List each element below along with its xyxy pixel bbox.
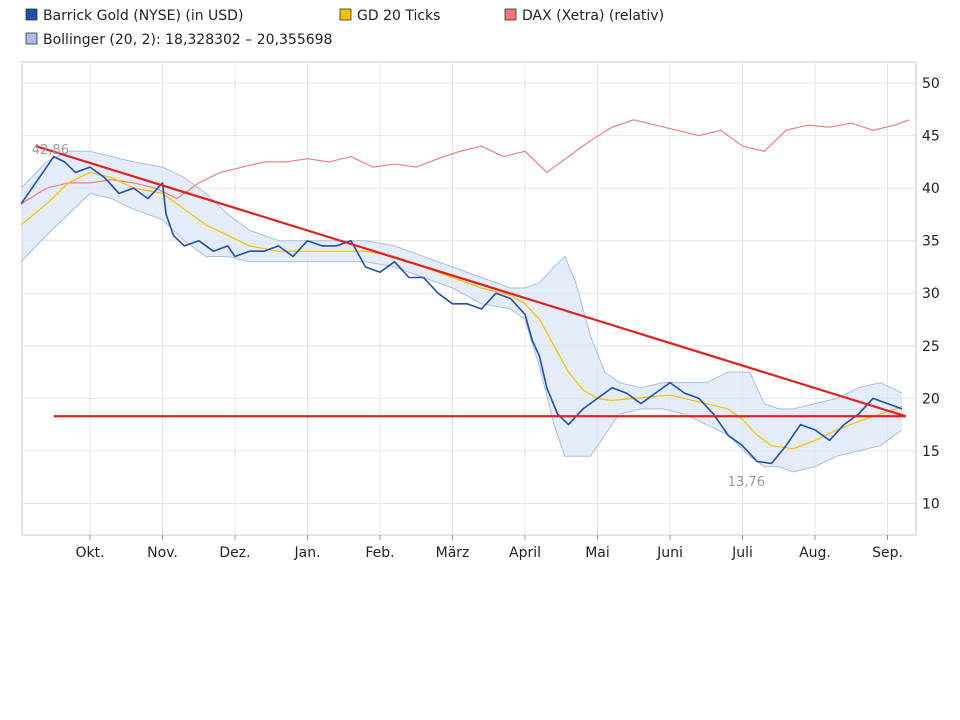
y-axis: 10 15 20 25 30 35 40 45 50 — [922, 76, 940, 512]
y-tick-label: 50 — [922, 76, 940, 92]
grid — [22, 62, 916, 535]
legend-label: Barrick Gold (NYSE) (in USD) — [43, 8, 243, 24]
legend-swatch — [504, 8, 517, 21]
legend-label: Bollinger (20, 2): 18,328302 – 20,355698 — [43, 32, 332, 48]
x-tick-label: Feb. — [365, 545, 394, 561]
dax-line — [20, 119, 910, 205]
x-tick-label: März — [436, 545, 470, 561]
x-tick-label: Juni — [656, 545, 683, 561]
y-tick-label: 25 — [922, 339, 940, 355]
series-lines — [20, 119, 910, 473]
x-tick-label: Mai — [585, 545, 610, 561]
x-tick-label: April — [509, 545, 541, 561]
x-tick-label: Nov. — [147, 545, 178, 561]
y-tick-label: 35 — [922, 234, 940, 250]
barrick-gold-line — [20, 155, 903, 465]
legend-swatch — [339, 8, 352, 21]
value-annotation: 13,76 — [728, 475, 765, 490]
value-annotation: 42,86 — [32, 143, 69, 158]
legend-label: DAX (Xetra) (relativ) — [522, 8, 664, 24]
x-tick-label: Juli — [731, 545, 753, 561]
legend-label: GD 20 Ticks — [357, 8, 440, 24]
trendline-descending — [35, 145, 906, 418]
x-tick-label: Aug. — [799, 545, 831, 561]
y-tick-label: 15 — [922, 444, 940, 460]
bollinger-upper-line — [20, 150, 903, 410]
y-tick-label: 10 — [922, 496, 940, 512]
x-tick-label: Sep. — [872, 545, 903, 561]
y-tick-label: 20 — [922, 391, 940, 407]
legend-swatch — [25, 8, 38, 21]
trendlines — [35, 145, 906, 418]
x-tick-label: Okt. — [75, 545, 104, 561]
y-tick-label: 40 — [922, 181, 940, 197]
x-tick-label: Jan. — [293, 545, 320, 561]
y-tick-label: 30 — [922, 286, 940, 302]
x-axis: Okt. Nov. Dez. Jan. Feb. März April Mai Juni Juli… — [75, 535, 903, 561]
gd20-line — [20, 171, 903, 450]
legend: Barrick Gold (NYSE) (in USD) GD 20 Ticks D… — [25, 8, 664, 48]
y-tick-label: 45 — [922, 129, 940, 145]
x-tick-label: Dez. — [219, 545, 250, 561]
legend-swatch — [25, 32, 38, 45]
annotations: 42,86 13,76 — [32, 143, 765, 490]
bollinger-lower-line — [20, 192, 903, 473]
